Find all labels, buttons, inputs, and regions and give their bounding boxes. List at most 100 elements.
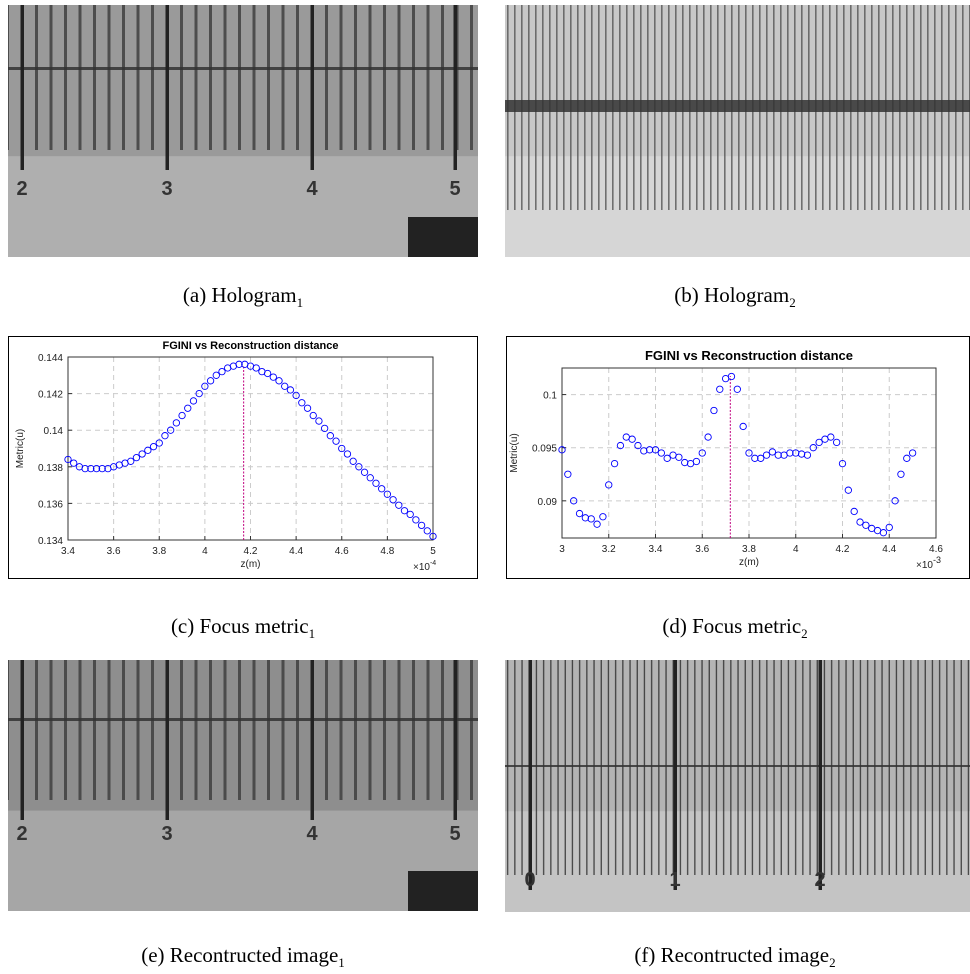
data-point	[564, 470, 572, 478]
x-tick-label: 3.4	[61, 546, 75, 557]
x-multiplier-base: ×10	[916, 560, 933, 571]
data-point	[395, 501, 403, 509]
ruler-major-tick	[165, 660, 169, 820]
data-point	[844, 486, 852, 494]
data-point	[378, 485, 386, 493]
data-point	[809, 444, 817, 452]
data-point	[98, 464, 106, 473]
data-point	[762, 451, 771, 459]
ruler-number: 4	[306, 823, 318, 845]
data-point	[412, 516, 420, 524]
x-tick-label: 4	[202, 546, 208, 557]
caption-subscript: 2	[789, 295, 796, 310]
ruler-number: 3	[161, 178, 172, 200]
ruler-number: 2	[16, 178, 27, 200]
ruler-major-tick	[310, 660, 314, 820]
data-point	[372, 479, 380, 487]
ruler-ticks	[505, 660, 970, 875]
x-tick-label: 3.6	[107, 546, 121, 557]
ruler-major-tick	[453, 5, 457, 170]
ruler-major-tick	[673, 660, 677, 890]
data-point	[575, 509, 584, 518]
x-tick-label: 4.2	[244, 546, 258, 557]
ruler-number: 3	[161, 823, 172, 845]
caption: (d) Focus metric2	[662, 614, 807, 641]
ruler-line	[8, 718, 478, 721]
data-point	[651, 446, 660, 454]
caption: (b) Hologram2	[674, 283, 795, 310]
data-point	[616, 441, 625, 450]
x-multiplier-exp: -4	[430, 560, 436, 567]
x-tick-label: 4.8	[380, 546, 394, 557]
y-tick-label: 0.095	[532, 444, 557, 455]
x-tick-label: 3.6	[695, 544, 709, 555]
data-point	[634, 441, 642, 450]
y-tick-label: 0.142	[38, 390, 63, 401]
data-point	[587, 515, 595, 523]
x-tick-label: 5	[430, 546, 436, 557]
data-point	[184, 404, 192, 412]
data-point	[144, 446, 152, 454]
data-point	[733, 385, 741, 393]
caption-text: (a) Hologram	[183, 283, 297, 307]
data-point	[206, 377, 215, 385]
data-point	[838, 459, 847, 468]
ruler-major-tick	[818, 660, 822, 890]
y-tick-label: 0.144	[38, 353, 63, 364]
photo	[505, 5, 970, 257]
caption-subscript: 2	[801, 626, 808, 641]
caption-text: (b) Hologram	[674, 283, 789, 307]
data-point	[599, 513, 607, 521]
x-multiplier-base: ×10	[413, 562, 430, 573]
y-tick-label: 0.138	[38, 463, 63, 474]
y-axis-label: Metric(u)	[509, 433, 520, 472]
data-point	[349, 457, 357, 465]
data-point	[558, 446, 566, 454]
caption: (c) Focus metric1	[171, 614, 315, 641]
data-point	[570, 497, 578, 505]
data-point	[138, 450, 146, 458]
data-point	[698, 449, 706, 457]
data-point	[281, 382, 289, 390]
chart-frame	[506, 336, 970, 579]
data-point	[757, 454, 765, 462]
data-point	[751, 454, 759, 462]
data-point	[320, 424, 329, 433]
ruler-major-tick	[528, 660, 532, 890]
ruler-major-tick	[453, 660, 457, 820]
data-point	[383, 490, 392, 498]
axes-box	[67, 356, 434, 541]
data-point	[417, 521, 426, 530]
ruler-number: 1	[669, 869, 680, 891]
data-point	[716, 385, 724, 393]
ruler-ticks	[8, 5, 478, 150]
data-point	[235, 360, 243, 368]
data-point	[739, 422, 747, 431]
photo: 2 3 4 5	[8, 660, 478, 911]
x-multiplier: ×10-3	[916, 555, 941, 571]
y-tick-label: 0.134	[38, 536, 63, 547]
data-point	[149, 443, 158, 451]
data-point	[81, 464, 89, 473]
data-point	[786, 449, 794, 457]
x-tick-label: 3.8	[152, 546, 166, 557]
data-point	[833, 438, 841, 447]
data-point	[360, 468, 369, 476]
y-tick-label: 0.1	[543, 391, 557, 402]
data-point	[132, 453, 141, 462]
data-point	[155, 439, 163, 447]
photo-shade	[8, 156, 478, 257]
ruler-line	[505, 765, 970, 767]
data-point	[827, 433, 835, 441]
caption: (e) Recontructed image1	[141, 943, 345, 970]
x-tick-label: 3	[559, 544, 565, 555]
chart-frame	[8, 336, 478, 579]
x-tick-label: 3.4	[649, 544, 663, 555]
data-point	[423, 527, 431, 535]
data-point	[429, 532, 437, 540]
data-point	[201, 382, 209, 390]
data-point	[252, 364, 260, 372]
ruler-number: 2	[814, 869, 825, 891]
data-point	[70, 459, 78, 467]
